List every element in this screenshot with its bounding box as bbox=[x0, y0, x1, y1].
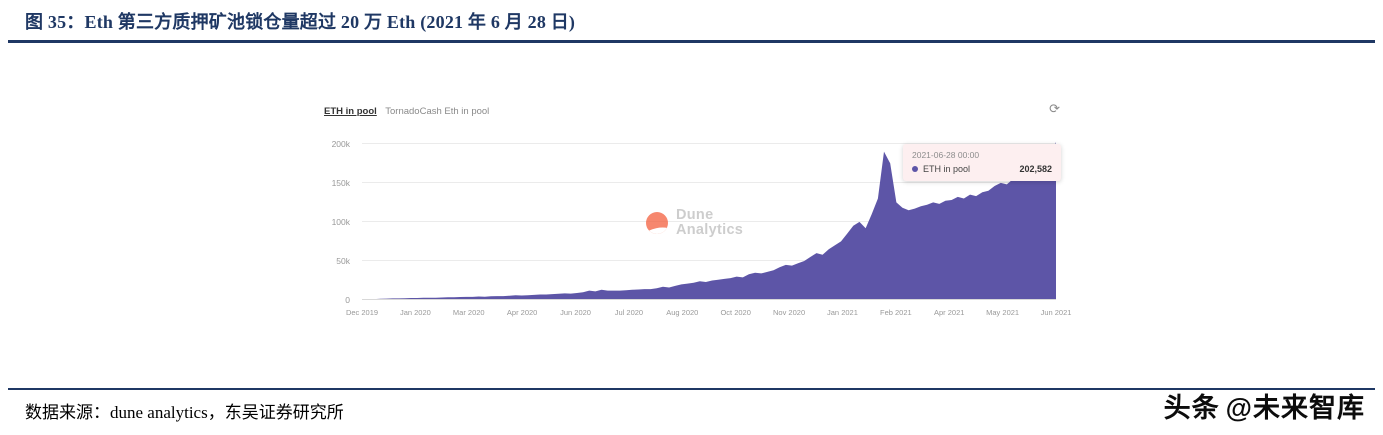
figure-title: 图 35：Eth 第三方质押矿池锁仓量超过 20 万 Eth (2021 年 6… bbox=[25, 12, 576, 32]
refresh-icon[interactable]: ⟳ bbox=[1049, 101, 1060, 116]
x-axis-label: Jan 2020 bbox=[399, 308, 431, 317]
dune-chart-panel: ETH in pool TornadoCash Eth in pool ⟳ 0 5… bbox=[318, 100, 1071, 328]
tooltip-value: 202,582 bbox=[1019, 164, 1052, 174]
x-axis-label: Aug 2020 bbox=[666, 308, 699, 317]
dune-watermark-line2: Analytics bbox=[676, 222, 744, 238]
tooltip-timestamp: 2021-06-28 00:00 bbox=[912, 150, 980, 160]
plot-area[interactable] bbox=[362, 136, 1056, 300]
area-series-eth-in-pool bbox=[362, 141, 1056, 300]
x-axis-label: Jan 2021 bbox=[827, 308, 858, 317]
x-axis-label: Oct 2020 bbox=[720, 308, 751, 317]
gridline bbox=[362, 259, 1056, 261]
gridline bbox=[362, 142, 1056, 144]
x-axis-label: Nov 2020 bbox=[773, 308, 806, 317]
x-axis-label: Apr 2021 bbox=[933, 308, 965, 317]
x-axis: Dec 2019 Jan 2020 Mar 2020 Apr 2020 Jun 2020… bbox=[346, 308, 1071, 320]
x-axis-label: Jun 2020 bbox=[560, 308, 591, 317]
x-axis-line bbox=[362, 299, 1056, 300]
legend-subtitle: TornadoCash Eth in pool bbox=[385, 106, 490, 117]
x-axis-label: Apr 2020 bbox=[506, 308, 538, 317]
tooltip-series-label: ETH in pool bbox=[923, 164, 971, 174]
legend-series-link[interactable]: ETH in pool bbox=[324, 106, 377, 117]
gridline bbox=[362, 181, 1056, 183]
chart-legend: ETH in pool TornadoCash Eth in pool bbox=[324, 106, 489, 117]
toutiao-logo: 头条 bbox=[1163, 393, 1220, 423]
x-axis-label: Jul 2020 bbox=[614, 308, 644, 317]
dune-watermark-text: Dune Analytics bbox=[676, 208, 743, 238]
y-axis-label: 100k bbox=[331, 216, 350, 227]
x-axis-label: Dec 2019 bbox=[345, 308, 379, 317]
x-axis-label: Jun 2021 bbox=[1040, 308, 1072, 317]
x-axis-label: Mar 2020 bbox=[452, 308, 485, 317]
brand-handle: @未来智库 bbox=[1225, 393, 1365, 423]
y-axis: 0 50k 100k 150k 200k bbox=[318, 136, 356, 305]
dune-logo-icon bbox=[646, 212, 668, 234]
gridline bbox=[362, 220, 1056, 222]
y-axis-label: 200k bbox=[331, 138, 350, 149]
chart-tooltip: 2021-06-28 00:00 ETH in pool 202,582 bbox=[903, 144, 1061, 181]
tooltip-series-row: ETH in pool 202,582 bbox=[912, 164, 1052, 174]
title-divider bbox=[8, 40, 1375, 43]
dune-watermark-line1: Dune bbox=[676, 207, 714, 223]
dune-analytics-watermark: Dune Analytics bbox=[646, 208, 743, 238]
y-axis-label: 0 bbox=[345, 295, 350, 305]
area-polygon bbox=[362, 141, 1056, 300]
x-axis-label: Feb 2021 bbox=[879, 308, 912, 317]
data-source-note: 数据来源：dune analytics，东吴证券研究所 bbox=[25, 403, 344, 422]
x-axis-label: May 2021 bbox=[986, 308, 1020, 317]
brand-watermark: 头条 @未来智库 bbox=[1164, 386, 1365, 425]
y-axis-label: 50k bbox=[336, 255, 350, 266]
y-axis-label: 150k bbox=[331, 177, 350, 188]
series-color-dot-icon bbox=[912, 166, 918, 172]
footer-divider bbox=[8, 388, 1375, 390]
